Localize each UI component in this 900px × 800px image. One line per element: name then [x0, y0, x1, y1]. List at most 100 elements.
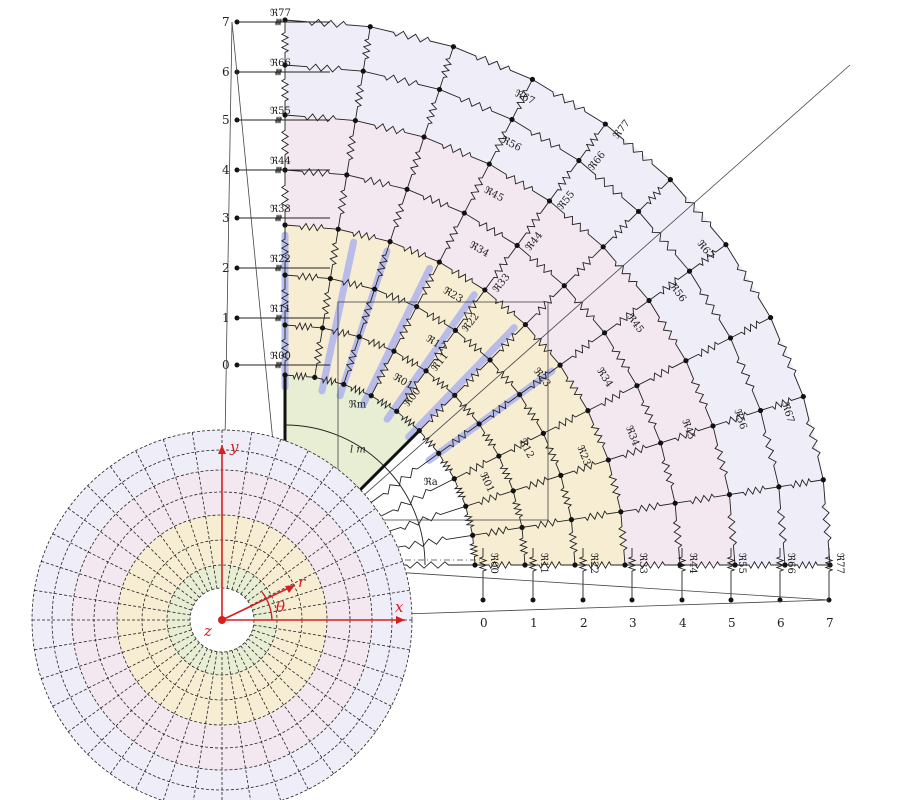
mini-radial: [109, 645, 204, 774]
tangential-resistor: [560, 475, 573, 520]
node: [352, 117, 358, 124]
node: [327, 275, 333, 282]
node: [522, 321, 529, 328]
node: [585, 408, 591, 414]
row-resistor: [272, 68, 285, 76]
z-label: z: [203, 622, 212, 640]
lm-label: l m: [350, 444, 366, 455]
tangential-resistor: [542, 433, 562, 476]
radial-resistor: [484, 245, 518, 291]
ra-label: ℜa: [424, 477, 438, 488]
tangential-resistor: [438, 453, 455, 479]
node: [367, 24, 373, 30]
node: [372, 286, 378, 292]
node: [602, 121, 608, 127]
node: [486, 161, 492, 167]
row-label: 3: [222, 211, 230, 225]
tangential-resistor: [484, 289, 526, 325]
radial-resistor: [343, 336, 360, 385]
row-resistor: [272, 116, 285, 124]
tangential-resistor: [284, 272, 331, 282]
mini-radial: [162, 439, 213, 590]
tangential-resistor: [284, 371, 315, 382]
tangential-resistor: [511, 119, 580, 161]
mini-radial: [135, 450, 208, 592]
node: [622, 562, 628, 568]
bottom-resistor-label: ℜ00: [488, 553, 499, 574]
node: [452, 327, 459, 333]
left-resistor-label: ℜ11: [270, 304, 291, 315]
tangential-resistor: [519, 394, 544, 434]
tangential-resistor: [730, 337, 761, 411]
node: [568, 517, 575, 523]
radial-resistor: [488, 119, 513, 165]
mini-radial: [247, 507, 376, 602]
tangential-resistor: [618, 511, 628, 566]
radial-resistor: [280, 115, 290, 170]
radial-resistor: [425, 330, 456, 372]
node: [727, 335, 734, 341]
r-label: r: [298, 573, 306, 591]
radial-resistor: [396, 370, 427, 412]
node: [514, 242, 520, 249]
radial-resistor: [489, 324, 526, 361]
radial-resistor: [280, 225, 290, 275]
node: [312, 374, 318, 380]
tangential-resistor: [406, 188, 465, 214]
radial-resistor: [785, 560, 830, 570]
col-label: 4: [679, 616, 687, 630]
tangential-resistor: [672, 503, 683, 566]
node: [463, 503, 469, 509]
outer-region: [285, 20, 830, 565]
zoom-box: [337, 301, 549, 521]
mini-radial: [226, 432, 253, 589]
tangential-resistor: [563, 285, 605, 334]
node: [558, 472, 564, 478]
tangential-resistor: [455, 330, 491, 361]
left-resistor-label: ℜ33: [270, 204, 291, 215]
flux-band: [359, 264, 434, 409]
node: [496, 453, 502, 459]
mini-radial: [236, 450, 309, 592]
mini-radial: [252, 560, 403, 611]
node: [387, 239, 393, 245]
radial-resistor: [525, 560, 575, 570]
slot-resistor: [361, 452, 439, 510]
node: [646, 297, 652, 304]
radial-resistor: [636, 360, 687, 387]
mini-radial: [193, 651, 218, 800]
rm-label: ℜm: [349, 399, 367, 410]
node: [540, 430, 546, 436]
tangential-resistor: [516, 245, 565, 287]
radial-resistor: [521, 518, 572, 530]
node: [757, 407, 764, 414]
tangential-resistor: [605, 123, 671, 180]
tangential-resistor: [284, 222, 339, 232]
node: [561, 283, 567, 289]
radial-resistor: [472, 525, 523, 537]
tangential-resistor: [478, 423, 500, 457]
node: [282, 17, 288, 23]
radial-resistor: [578, 123, 606, 161]
slot-resistor: [375, 505, 466, 537]
node: [726, 492, 733, 498]
node: [800, 393, 806, 400]
node: [436, 86, 443, 93]
mini-radial: [240, 645, 335, 774]
left-resistor-label: ℜ77: [270, 8, 291, 19]
radial-resistor: [455, 289, 486, 331]
tangential-resistor: [355, 120, 425, 138]
col-resistor: [478, 548, 488, 580]
left-resistor-label: ℜ66: [270, 58, 291, 69]
x-label: x: [395, 598, 404, 616]
node: [282, 322, 288, 328]
tangential-resistor: [559, 364, 589, 411]
origin: [218, 616, 226, 624]
slot-resistor: [369, 478, 455, 523]
radial-resistor: [638, 179, 671, 212]
radial-resistor: [361, 26, 372, 72]
bottom-resistor-label: ℜ77: [834, 553, 845, 574]
y-label: y: [229, 438, 239, 456]
node: [461, 210, 467, 216]
mini-radial: [135, 648, 208, 790]
